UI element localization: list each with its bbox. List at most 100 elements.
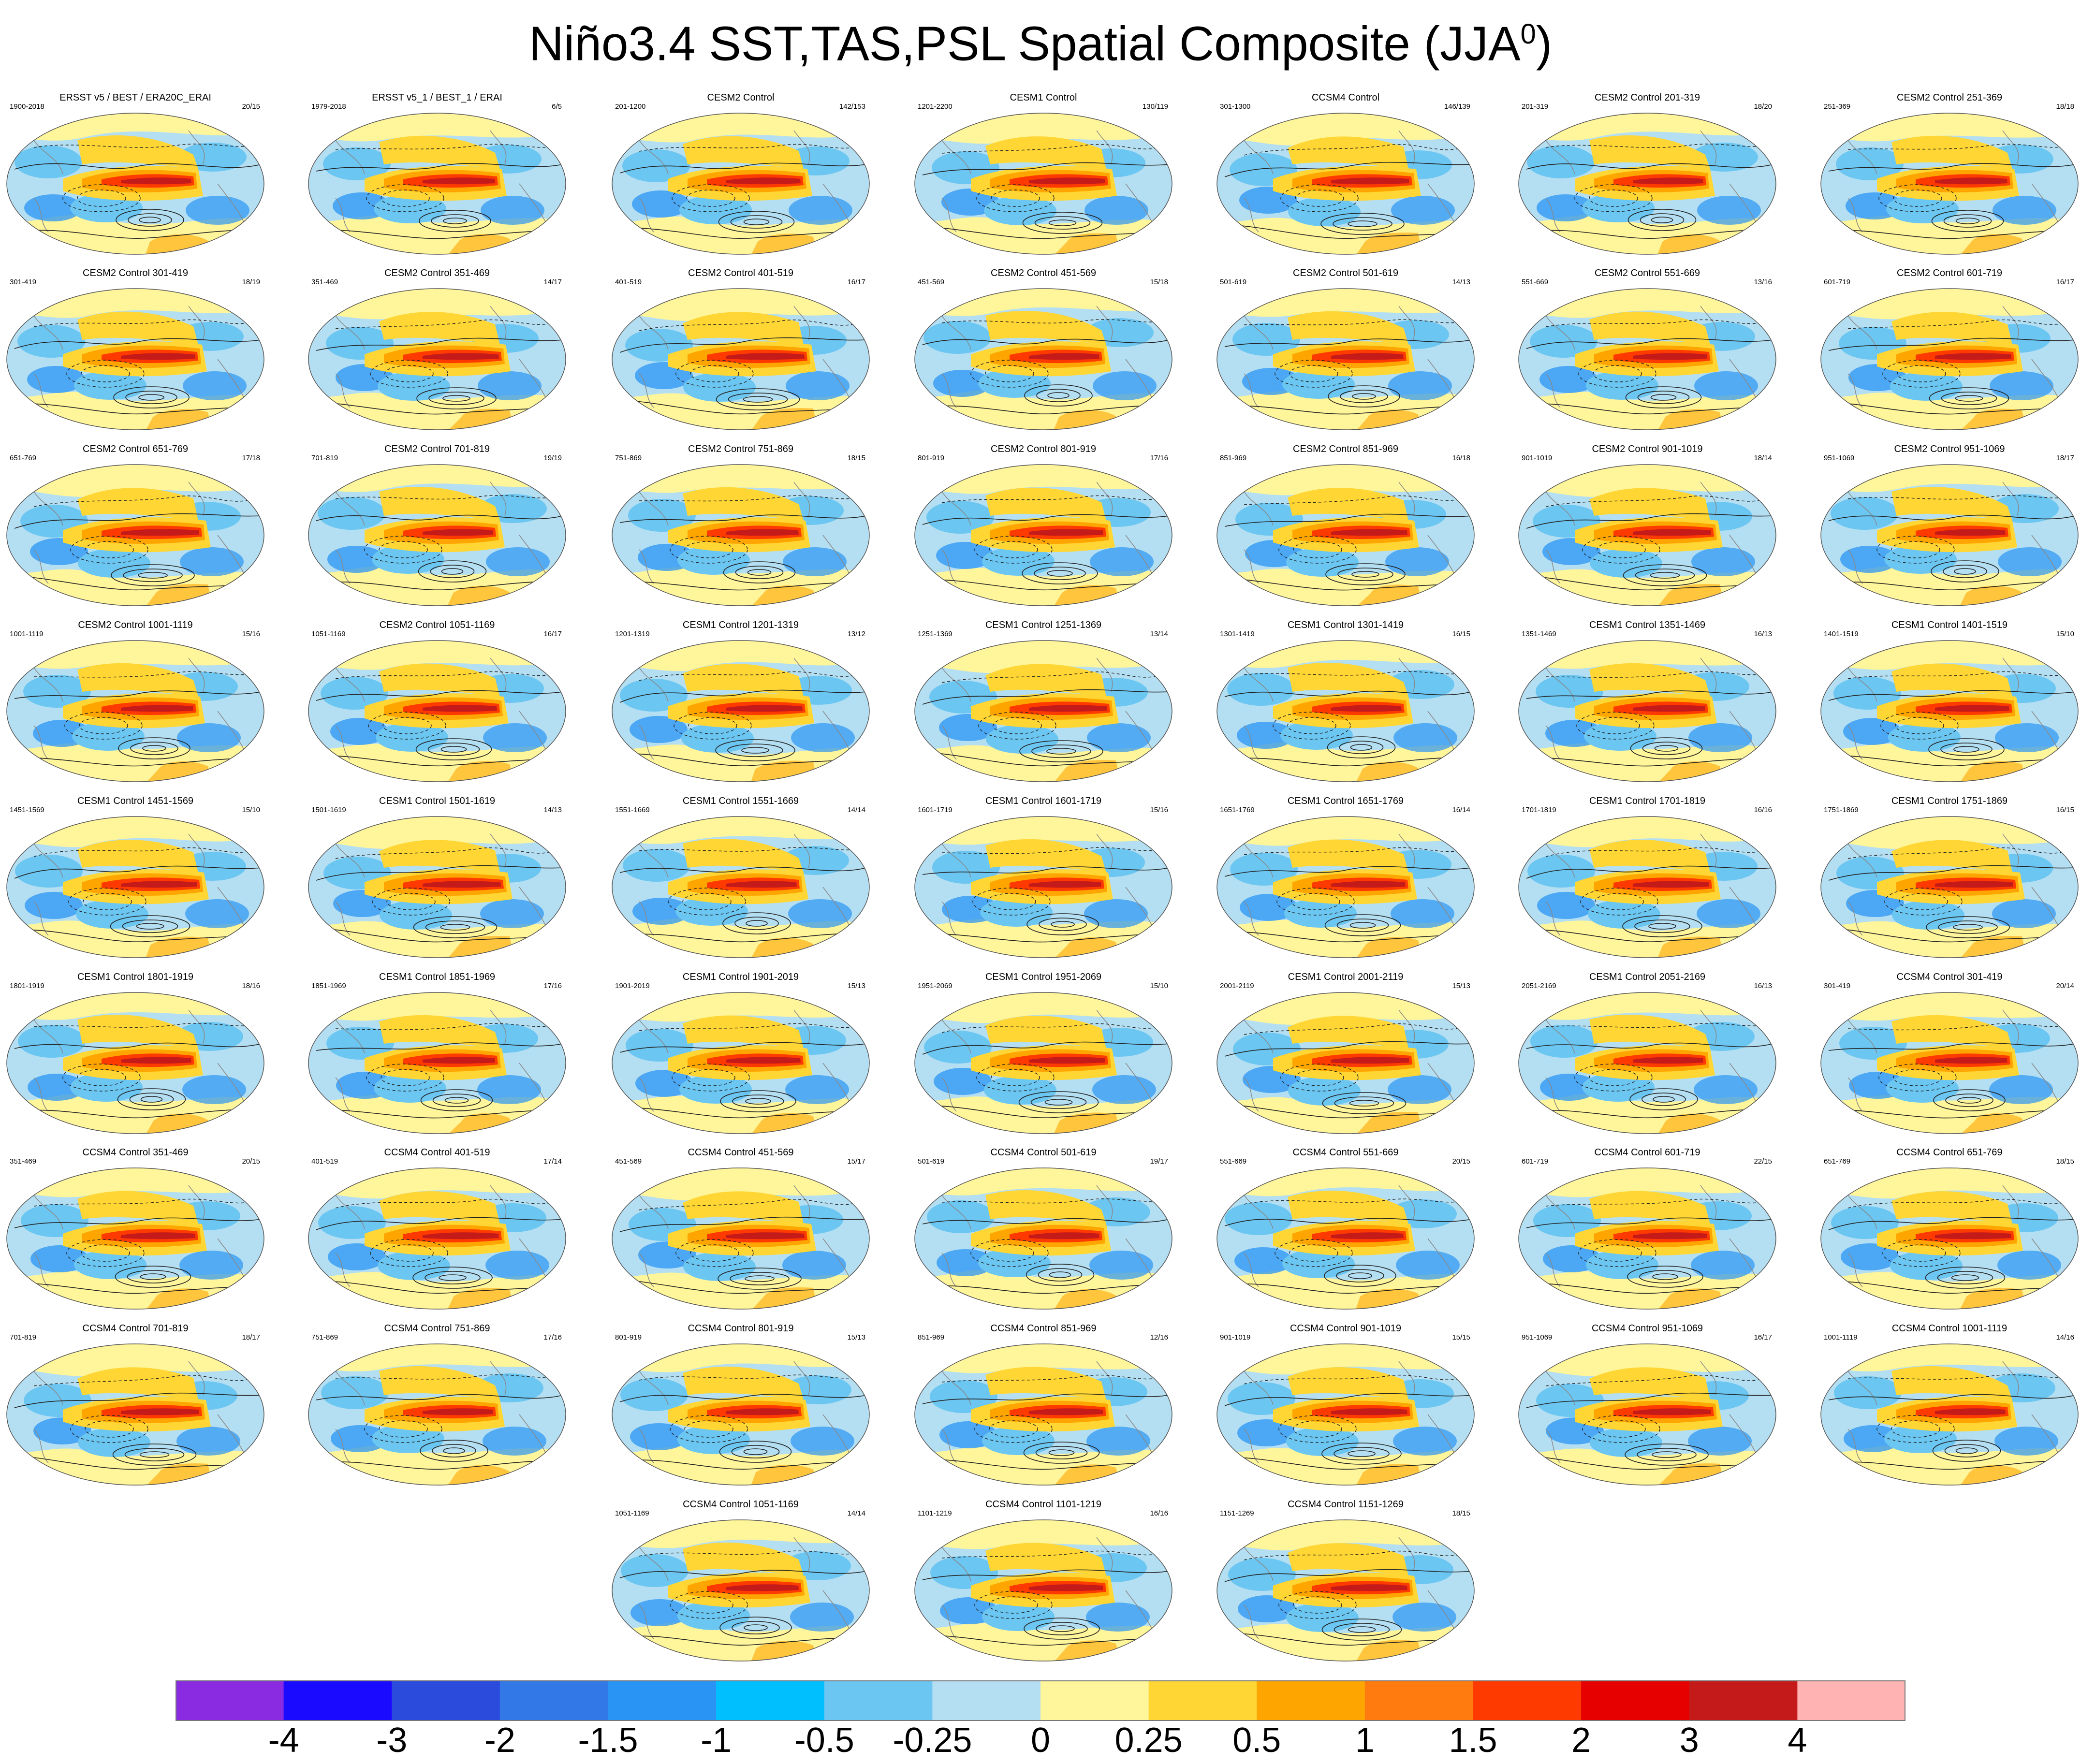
globe-map [1518, 992, 1776, 1134]
colorbar-tick-label: 1 [1355, 1721, 1375, 1760]
panel-years: 201-319 [1522, 102, 1549, 111]
map-panel: CCSM4 Control 401-519 401-519 17/14 [307, 1147, 568, 1316]
colorbar-tick-label: 0.25 [1114, 1721, 1183, 1760]
globe-map [1216, 1343, 1475, 1486]
colorbar-box [1040, 1680, 1149, 1721]
panel-title: CESM1 Control 2001-2119 [1288, 972, 1404, 982]
panel-event-count: 16/17 [543, 630, 562, 638]
colorbar-tick-label: 4 [1788, 1721, 1807, 1760]
map-panel: CESM1 Control 1501-1619 1501-1619 14/13 [307, 795, 568, 964]
figure-title-close: ) [1536, 16, 1553, 71]
map-panel: CESM2 Control 751-869 751-869 18/15 [610, 443, 871, 612]
colorbar-tick-label: -2 [484, 1721, 515, 1760]
map-panel: CESM2 Control 351-469 351-469 14/17 [307, 267, 568, 437]
panel-event-count: 13/12 [847, 630, 865, 638]
panel-years: 851-969 [918, 1333, 945, 1341]
map-panel: CCSM4 Control 351-469 351-469 20/15 [5, 1147, 266, 1316]
globe-map [308, 113, 566, 255]
globe-map [612, 816, 870, 958]
panel-title: CESM2 Control 451-569 [991, 268, 1096, 278]
panel-event-count: 15/16 [1150, 806, 1168, 814]
globe-map [1216, 1519, 1475, 1662]
map-panel: CESM2 Control 951-1069 951-1069 18/17 [1819, 443, 2080, 612]
globe-map [1518, 288, 1776, 430]
panel-title: CESM1 Control 1901-2019 [682, 972, 799, 982]
globe-map [6, 992, 264, 1134]
map-panel: CESM2 Control 1051-1169 1051-1169 16/17 [307, 619, 568, 788]
panel-event-count: 130/119 [1142, 102, 1168, 111]
globe-map [308, 288, 566, 430]
map-panel: CESM2 Control 451-569 451-569 15/18 [913, 267, 1174, 437]
panel-title: CCSM4 Control 551-669 [1292, 1147, 1399, 1158]
colorbar-box [1257, 1680, 1365, 1721]
panel-years: 601-719 [1522, 1157, 1549, 1166]
map-panel: CESM2 Control 651-769 651-769 17/18 [5, 443, 266, 612]
globe-map [1216, 640, 1475, 782]
panel-years: 1601-1719 [918, 806, 953, 814]
figure-title-sup: 0 [1520, 18, 1536, 50]
panel-years: 1051-1169 [311, 630, 346, 638]
panel-title: CCSM4 Control 401-519 [384, 1147, 490, 1158]
globe-map [1216, 992, 1475, 1134]
panel-years: 651-769 [1824, 1157, 1851, 1166]
colorbar-box [608, 1680, 717, 1721]
globe-map [6, 1343, 264, 1486]
globe-map [914, 816, 1172, 958]
panel-event-count: 14/16 [2056, 1333, 2074, 1341]
map-panel: CESM2 Control 201-1200 142/153 [610, 92, 871, 261]
panel-years: 901-1019 [1220, 1333, 1251, 1341]
map-panel: CESM1 Control 1851-1969 1851-1969 17/16 [307, 971, 568, 1140]
panel-years: 201-1200 [615, 102, 646, 111]
map-panel: CCSM4 Control 901-1019 901-1019 15/15 [1215, 1323, 1476, 1492]
colorbar-box [176, 1680, 284, 1721]
panel-years: 451-569 [615, 1157, 642, 1166]
panel-title: CESM2 Control 1001-1119 [78, 620, 193, 630]
map-panel: CESM1 Control 1601-1719 1601-1719 15/16 [913, 795, 1174, 964]
map-panel: CCSM4 Control 851-969 851-969 12/16 [913, 1323, 1174, 1492]
panel-years: 2001-2119 [1220, 982, 1254, 990]
panel-title: CESM2 Control 1051-1169 [379, 620, 495, 630]
panel-title: CESM1 Control 1401-1519 [1891, 620, 2008, 630]
panel-years: 1751-1869 [1824, 806, 1859, 814]
panel-title: CESM1 Control 1251-1369 [985, 620, 1102, 630]
panel-title: CCSM4 Control 801-919 [688, 1323, 794, 1334]
globe-map [1518, 640, 1776, 782]
globe-map [612, 1167, 870, 1310]
panel-title: CESM1 Control 1951-2069 [985, 972, 1102, 982]
globe-map [308, 992, 566, 1134]
globe-map [6, 1167, 264, 1310]
colorbar-tick-label: 0.5 [1232, 1721, 1281, 1760]
map-panel: CCSM4 Control 1001-1119 1001-1119 14/16 [1819, 1323, 2080, 1492]
panel-event-count: 16/17 [2056, 278, 2074, 286]
map-panel: CCSM4 Control 301-419 301-419 20/14 [1819, 971, 2080, 1140]
map-panel: CESM1 Control 1901-2019 1901-2019 15/13 [610, 971, 871, 1140]
panel-title: ERSST v5_1 / BEST_1 / ERAI [372, 92, 502, 103]
panel-event-count: 14/17 [543, 278, 562, 286]
globe-map [6, 288, 264, 430]
panel-years: 1501-1619 [311, 806, 346, 814]
panel-event-count: 16/16 [1150, 1509, 1168, 1517]
panel-event-count: 15/10 [2056, 630, 2074, 638]
panel-event-count: 18/15 [2056, 1157, 2074, 1166]
panel-event-count: 20/15 [242, 102, 260, 111]
panel-event-count: 16/13 [1754, 982, 1772, 990]
panel-event-count: 13/16 [1754, 278, 1772, 286]
panel-years: 2051-2169 [1522, 982, 1556, 990]
panel-years: 1979-2018 [311, 102, 346, 111]
map-panel: CESM2 Control 401-519 401-519 16/17 [610, 267, 871, 437]
globe-map [914, 640, 1172, 782]
panel-title: CESM2 Control 501-619 [1293, 268, 1398, 278]
panel-title: CESM2 Control 801-919 [991, 444, 1096, 454]
map-panel: CESM2 Control 851-969 851-969 16/18 [1215, 443, 1476, 612]
panel-years: 751-869 [311, 1333, 338, 1341]
map-panel: CESM1 Control 1201-2200 130/119 [913, 92, 1174, 261]
colorbar-box [499, 1680, 609, 1721]
panel-event-count: 15/17 [847, 1157, 865, 1166]
map-panel: CCSM4 Control 651-769 651-769 18/15 [1819, 1147, 2080, 1316]
panel-years: 701-819 [311, 454, 338, 462]
globe-map [308, 464, 566, 606]
panel-title: CESM1 Control 1651-1769 [1287, 796, 1404, 806]
map-panel: CCSM4 Control 701-819 701-819 18/17 [5, 1323, 266, 1492]
panel-years: 801-919 [615, 1333, 642, 1341]
panel-title: CESM2 Control [707, 92, 775, 103]
